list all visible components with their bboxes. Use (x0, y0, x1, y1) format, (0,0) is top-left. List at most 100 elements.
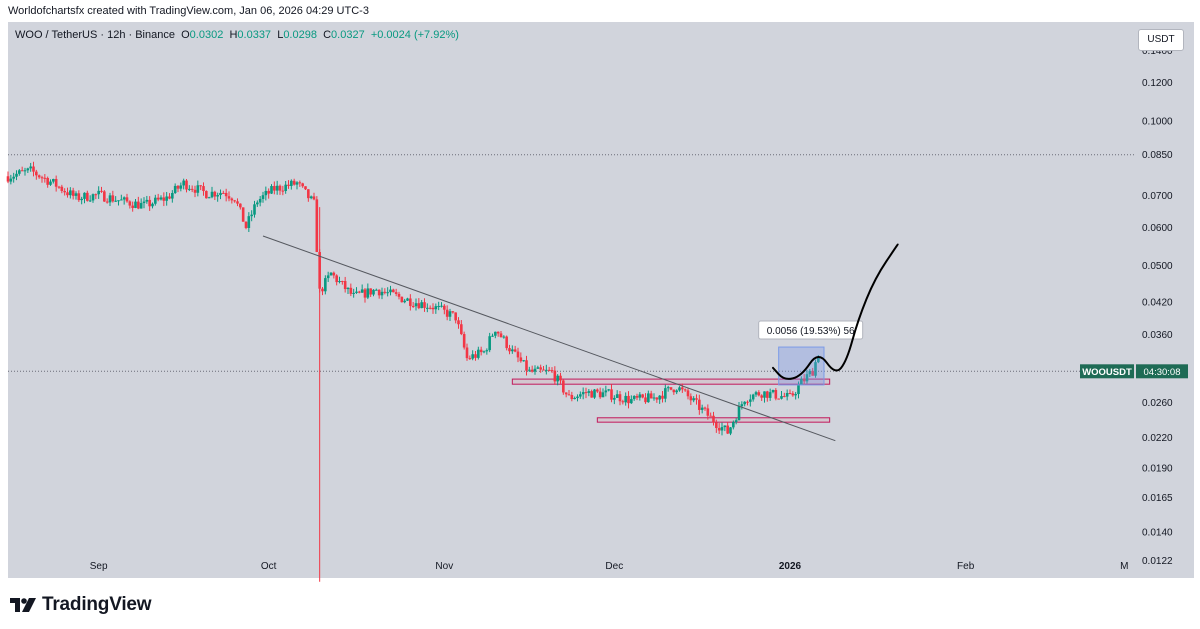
candle-body (550, 370, 554, 372)
candle-body (210, 191, 214, 198)
candle-body (746, 401, 749, 403)
candle-body (692, 398, 695, 401)
candle-body (791, 393, 795, 396)
candle-body (666, 387, 670, 389)
candle-body (35, 171, 38, 176)
y-tick-label: 0.0700 (1142, 191, 1173, 202)
candle-body (111, 195, 115, 202)
tradingview-logo-icon (10, 598, 36, 612)
candle-body (389, 289, 392, 293)
candle-body (295, 182, 299, 185)
candle-body (737, 406, 741, 421)
candle-body (655, 397, 659, 400)
legend-open-value: 0.0302 (189, 29, 224, 41)
candle-body (159, 197, 163, 200)
candle-body (66, 192, 69, 196)
candle-body (766, 391, 769, 398)
candle-body (559, 375, 562, 381)
candle-body (700, 407, 704, 410)
y-tick-label: 0.0190 (1142, 463, 1173, 474)
candle-body (188, 188, 191, 190)
y-tick-label: 0.1200 (1142, 78, 1173, 89)
candle-body (298, 182, 302, 184)
candle-body (533, 368, 537, 372)
candle-body (564, 392, 568, 395)
candle-body (275, 185, 279, 191)
y-tick-label: 0.0420 (1142, 298, 1173, 309)
candle-body (125, 197, 129, 202)
candle-body (681, 387, 684, 390)
candle-body (465, 347, 469, 359)
candle-body (205, 191, 208, 199)
candle-body (717, 427, 721, 431)
candle-body (122, 197, 126, 200)
candle-body (324, 278, 327, 292)
candle-body (352, 292, 355, 294)
trendline (262, 235, 836, 442)
candle-body (108, 195, 112, 203)
candle-body (743, 401, 746, 405)
candle-body (805, 374, 809, 382)
footer-brand: TradingView (10, 592, 152, 618)
candle-body (6, 176, 10, 182)
candle-body (103, 191, 106, 202)
candle-body (817, 357, 820, 363)
candle-body (598, 391, 602, 398)
candle-body (37, 175, 41, 178)
candle-body (182, 180, 185, 186)
candle-body (445, 309, 449, 317)
candle-body (689, 396, 693, 401)
candle-body (530, 369, 534, 372)
projection-curve (772, 243, 899, 380)
candle-body (403, 300, 406, 303)
candle-body (635, 395, 639, 398)
candle-body (485, 350, 489, 352)
candle-body (757, 392, 761, 396)
candle-body (451, 311, 455, 313)
chart-frame[interactable] (8, 22, 1194, 578)
candle-body (774, 389, 778, 399)
candle-body (397, 293, 401, 297)
candle-body (284, 184, 287, 191)
candle-body (176, 185, 180, 189)
y-tick-label: 0.0360 (1142, 330, 1173, 341)
candle-body (49, 181, 52, 185)
candle-body (547, 369, 551, 371)
candle-body (267, 190, 270, 194)
candle-body (148, 199, 151, 207)
candle-body (712, 415, 715, 423)
candle-body (304, 186, 307, 190)
candle-body (213, 191, 217, 197)
candle-body (137, 201, 140, 209)
candle-body (525, 360, 528, 371)
candle-body (664, 388, 667, 399)
candle-body (409, 298, 412, 306)
candle-body (264, 190, 268, 196)
currency-unit-button[interactable]: USDT (1138, 29, 1184, 51)
candle-body (706, 408, 710, 416)
candle-body (273, 186, 276, 191)
candle-body (613, 397, 616, 400)
legend-low-label: L (277, 29, 284, 41)
candle-body (23, 170, 27, 172)
candle-body (686, 390, 690, 397)
candle-body (309, 196, 313, 199)
candle-body (287, 184, 290, 186)
candle-body (448, 311, 452, 317)
candle-body (669, 387, 673, 390)
y-tick-label: 0.0260 (1142, 398, 1173, 409)
candle-body (224, 192, 228, 197)
candle-body (698, 399, 701, 410)
candle-body (545, 369, 548, 371)
candle-body (780, 396, 783, 399)
candle-body (477, 349, 480, 358)
candle-body (247, 216, 251, 228)
candle-body (749, 399, 752, 402)
candle-body (207, 197, 211, 199)
y-tick-label: 0.0165 (1142, 493, 1173, 504)
candle-body (394, 292, 398, 294)
candle-body (513, 349, 517, 352)
candle-body (375, 289, 378, 291)
candle-body (652, 397, 656, 399)
